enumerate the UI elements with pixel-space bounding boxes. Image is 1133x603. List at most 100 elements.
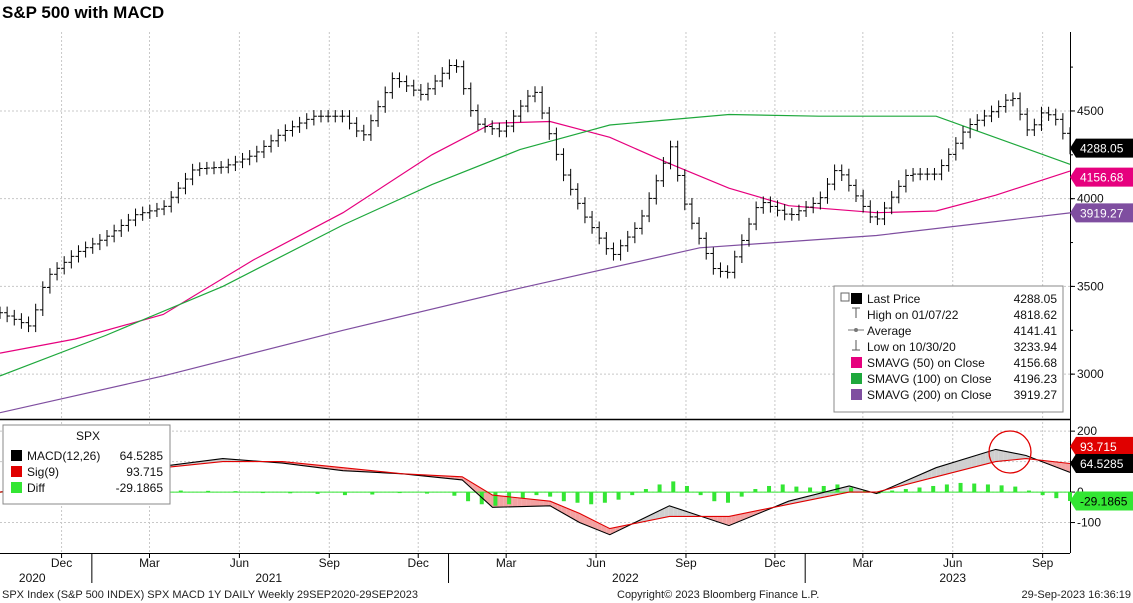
chart-title: S&P 500 with MACD	[2, 3, 165, 22]
macd-series-line	[0, 448, 1071, 536]
macd-diff-bar	[671, 481, 676, 493]
macd-fill-segment	[708, 516, 714, 521]
macd-fill-segment	[615, 526, 620, 533]
footer-copyright: Copyright© 2023 Bloomberg Finance L.P.	[617, 589, 819, 601]
legend-value: 64.5285	[120, 449, 164, 463]
macd-fill-segment	[668, 506, 674, 517]
macd-legend-row: Sig(9) 93.715	[11, 465, 163, 479]
macd-fill-segment	[543, 500, 549, 506]
macd-diff-bar	[616, 492, 621, 500]
legend-swatch	[851, 389, 862, 400]
macd-fill-segment	[677, 508, 683, 517]
macd-fill-segment	[526, 498, 531, 507]
macd-fill-segment	[463, 477, 469, 486]
price-legend-row: SMAVG (100) on Close 4196.23	[851, 372, 1057, 386]
price-gridlines	[0, 32, 1071, 554]
legend-collapse-icon[interactable]	[840, 292, 850, 302]
x-month-label: Mar	[496, 556, 517, 570]
macd-diff-bar	[890, 490, 895, 493]
macd-fill-segment	[597, 522, 602, 532]
legend-swatch	[851, 373, 862, 384]
legend-swatch	[851, 357, 862, 368]
x-month-label: Sep	[675, 556, 697, 570]
legend-label: Last Price	[867, 292, 921, 306]
price-y-tick-label: 3500	[1077, 279, 1104, 293]
macd-y-tick-label: -100	[1077, 516, 1101, 530]
legend-swatch	[851, 293, 862, 304]
macd-diff-bar	[712, 492, 717, 502]
price-legend-box	[833, 285, 1064, 413]
macd-fill-segment	[584, 515, 589, 527]
legend-value: 4818.62	[1014, 308, 1058, 322]
macd-fill-segment	[673, 507, 678, 517]
macd-label: 64.5285	[1070, 454, 1133, 474]
svg-text:4156.68: 4156.68	[1080, 171, 1124, 185]
macd-fill-segment	[731, 515, 736, 525]
macd-diff-bar	[725, 492, 730, 503]
macd-fill-segment	[726, 515, 732, 525]
macd-diff-bar	[917, 487, 922, 493]
macd-diff-bar	[507, 492, 512, 505]
macd-fill-segment	[954, 460, 959, 473]
macd-legend: SPX MACD(12,26) 64.5285 Sig(9) 93.715 Diff -29…	[2, 424, 171, 505]
macd-fill-segment	[927, 469, 932, 480]
macd-fill-segment	[963, 458, 968, 470]
macd-fill-segment	[971, 455, 977, 468]
macd-diff-bar	[767, 485, 772, 493]
macd-diff-bar	[315, 492, 320, 494]
macd-fill-segment	[1047, 461, 1053, 466]
macd-diff-bar	[466, 492, 471, 502]
macd-diff-bar	[985, 484, 990, 493]
macd-diff-bar	[684, 485, 689, 493]
smavg50-label: 4156.68	[1070, 167, 1133, 187]
x-month-label: Jun	[943, 556, 962, 570]
macd-diff-bar	[944, 484, 949, 493]
macd-diff-bar	[794, 486, 799, 493]
x-month-label: Dec	[51, 556, 72, 570]
svg-text:4288.05: 4288.05	[1080, 142, 1124, 156]
macd-fill-segment	[521, 498, 527, 507]
macd-diff-bar	[903, 489, 908, 493]
macd-fill-segment	[820, 492, 825, 498]
macd-diff-bar	[821, 485, 826, 493]
macd-y-tick-label: 200	[1077, 424, 1097, 438]
macd-diff-bar	[1026, 490, 1031, 493]
x-month-label: Sep	[319, 556, 341, 570]
macd-diff-bar	[958, 482, 963, 493]
macd-fill-segment	[659, 508, 665, 519]
macd-diff-bar	[972, 483, 977, 493]
macd-diff-bar	[630, 492, 635, 496]
price-series-line	[0, 212, 1071, 414]
macd-fill-segment	[936, 466, 941, 477]
x-axis: Dec Mar Jun Sep Dec Mar Jun Sep Dec Mar Jun Sep 2020…	[19, 553, 1054, 585]
x-month-label: Sep	[1032, 556, 1054, 570]
macd-fill-segment	[575, 511, 580, 523]
macd-diff-bar	[657, 484, 662, 493]
macd-diff-bar	[452, 492, 457, 496]
macd-fill-segment	[829, 489, 834, 497]
macd-legend-row: MACD(12,26) 64.5285	[11, 449, 163, 463]
macd-diff-bar	[753, 489, 758, 493]
macd-diff-bar	[739, 492, 744, 497]
macd-fill-segment	[535, 499, 540, 507]
macd-diff-bar	[548, 492, 553, 497]
price-y-axis: 3000 3500 4000 4500	[1070, 66, 1104, 381]
macd-fill-segment	[530, 499, 535, 507]
macd-diff-bar	[849, 487, 854, 493]
macd-diff-bar	[835, 484, 840, 493]
price-value-labels: 4288.05 4156.68 3919.27	[1070, 138, 1133, 223]
macd-diff-bar	[698, 492, 703, 496]
legend-label: Low on 10/30/20	[867, 340, 956, 354]
macd-fill-segment	[922, 471, 928, 481]
macd-fill-segment	[539, 500, 544, 507]
macd-series-line	[0, 458, 1071, 530]
macd-diff-bar	[534, 492, 539, 496]
price-legend-row: Last Price 4288.05	[851, 292, 1057, 306]
macd-diff-bar	[780, 484, 785, 493]
price-legend-row: Low on 10/30/20 3233.94	[852, 340, 1057, 354]
macd-fill-segment	[570, 509, 576, 521]
macd-diff-bar	[602, 492, 607, 503]
macd-fill-segment	[1065, 463, 1070, 473]
legend-value: 4288.05	[1014, 292, 1058, 306]
macd-diff-bar	[260, 492, 265, 494]
